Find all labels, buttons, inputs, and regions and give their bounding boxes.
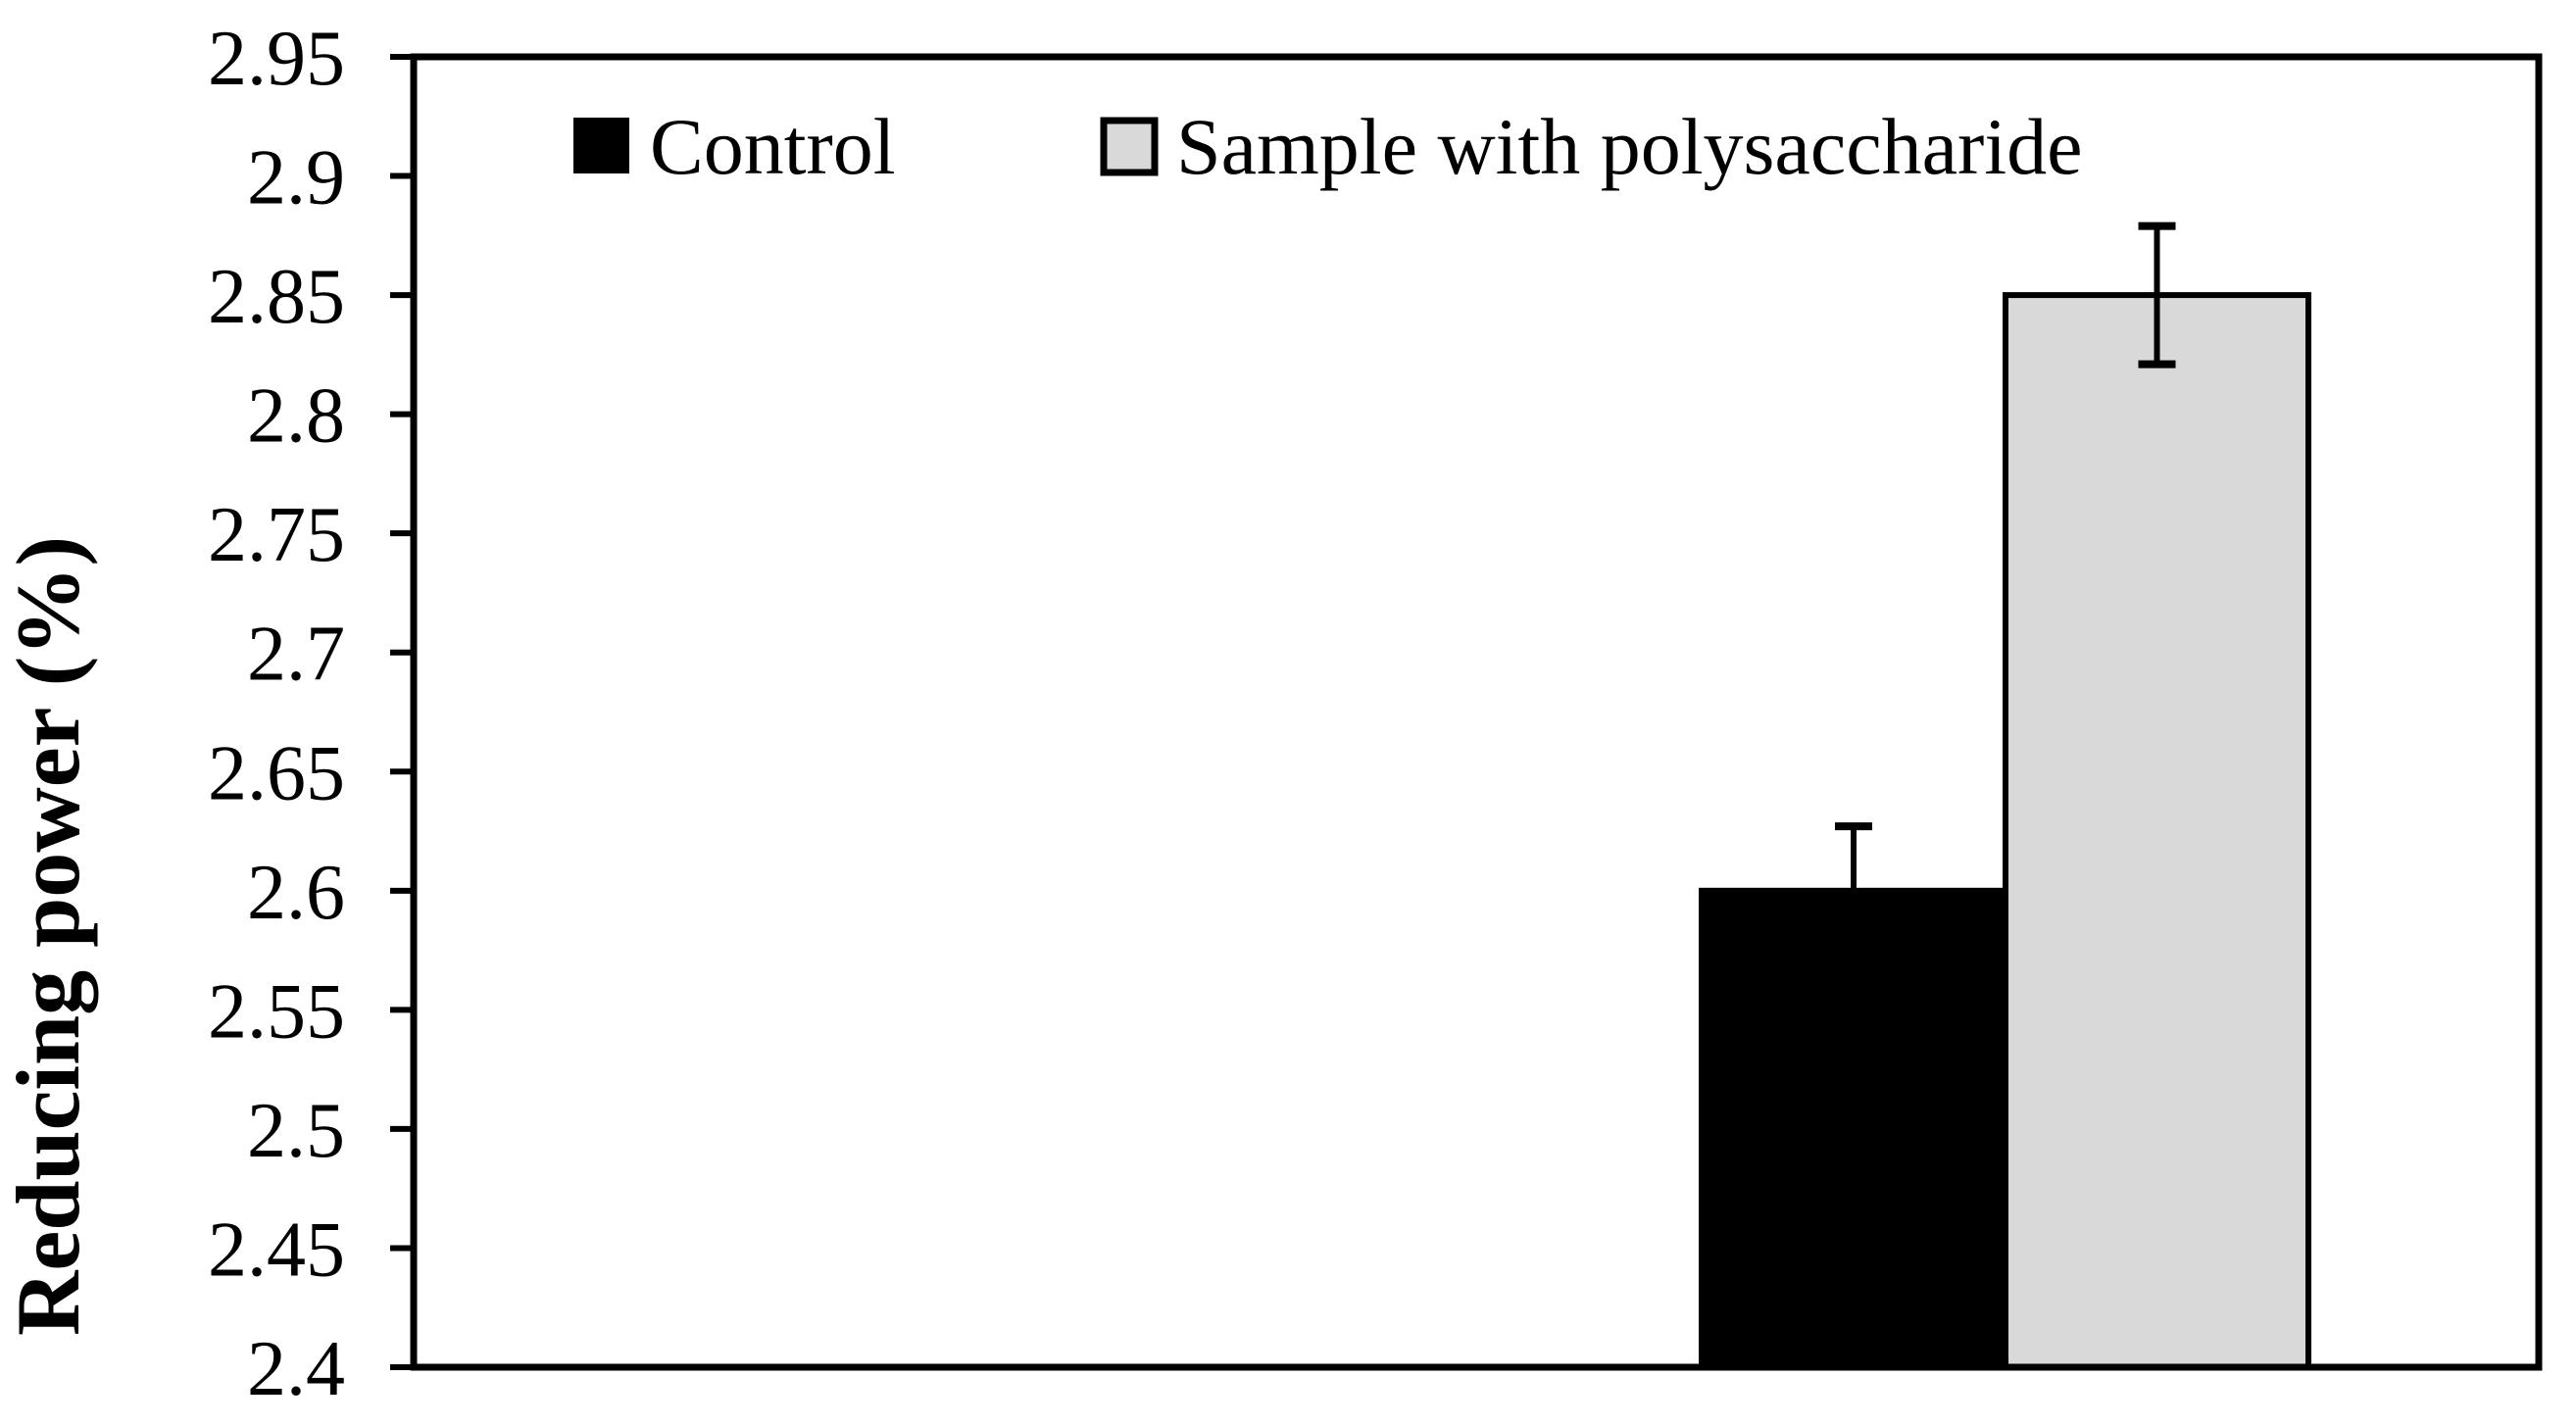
y-tick-label: 2.9 [247, 135, 345, 221]
legend: Control Sample with polysaccharide [573, 102, 2083, 191]
y-tick-label: 2.55 [208, 968, 345, 1055]
bar-control [1699, 887, 2008, 1370]
y-tick-label: 2.95 [208, 16, 345, 102]
legend-swatch-sample [1100, 117, 1159, 176]
plot-area-border [410, 53, 2543, 1371]
y-tick-label: 2.8 [247, 373, 345, 460]
legend-label-control: Control [650, 102, 896, 191]
y-tick-label: 2.5 [247, 1088, 345, 1174]
y-axis-tick-labels: 2.95 2.9 2.85 2.8 2.75 2.7 2.65 2.6 2.55 2.5 2.45 2… [208, 16, 345, 1412]
y-tick-label: 2.4 [247, 1326, 345, 1412]
y-tick-label: 2.6 [247, 850, 345, 936]
legend-label-sample: Sample with polysaccharide [1176, 102, 2083, 191]
y-tick-label: 2.65 [208, 730, 345, 816]
y-axis-ticks [390, 54, 414, 1370]
legend-swatch-control [573, 118, 629, 173]
y-tick-label: 2.75 [208, 492, 345, 578]
y-tick-label: 2.7 [247, 612, 345, 698]
bar-sample-with-polysaccharide [2003, 292, 2311, 1370]
error-bar [1835, 822, 1872, 891]
y-axis-title: Reducing power (%) [0, 536, 98, 1336]
bar-series [1699, 221, 2311, 1370]
error-bar [2138, 221, 2176, 369]
y-tick-label: 2.85 [208, 254, 345, 340]
y-tick-label: 2.45 [208, 1206, 345, 1293]
